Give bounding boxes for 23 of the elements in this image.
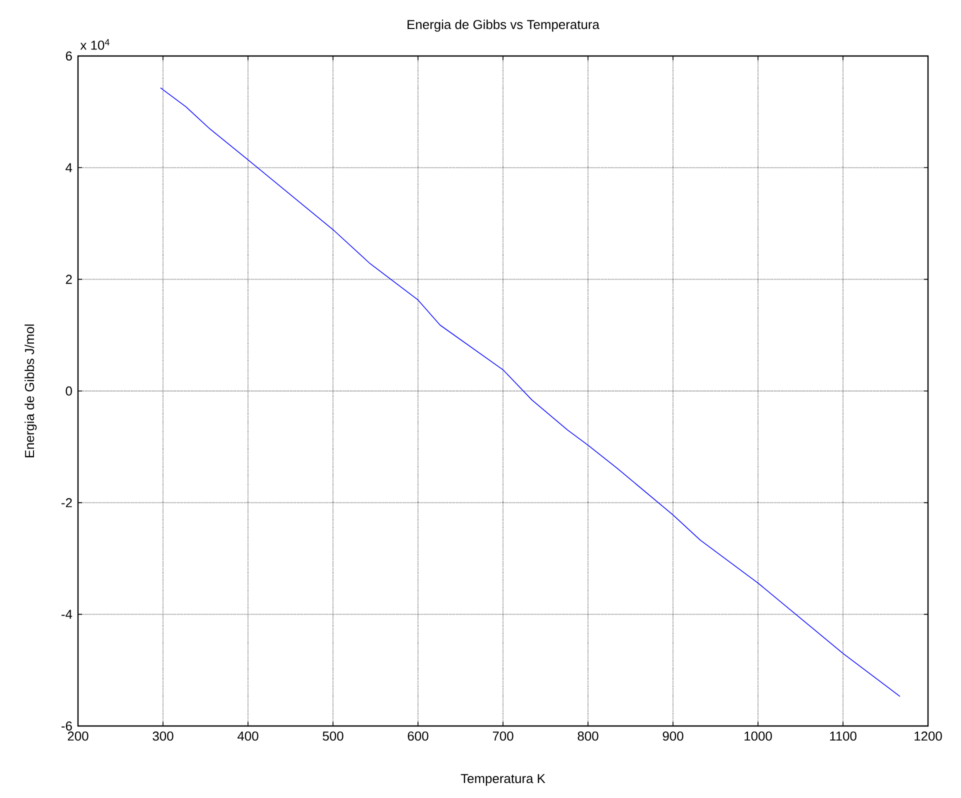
x-tick-label: 400: [237, 732, 258, 741]
y-tick-label: 6: [66, 51, 72, 61]
text: x 10$^{4}$: [80, 39, 110, 50]
x-tick-label: 800: [578, 732, 598, 741]
y-axis-title: Energia de Gibbs J/mol: [24, 324, 37, 458]
y-tick-label: 2: [66, 274, 72, 284]
x-axis-title: Temperatura K: [460, 774, 546, 786]
chart-title: Energia de Gibbs vs Temperatura: [408, 20, 600, 32]
x-tick-label: 700: [492, 732, 514, 741]
x-tick-label: 500: [322, 732, 344, 741]
y-tick-label: 4: [66, 163, 72, 172]
line-series: [160, 87, 900, 697]
x-tick-label: 1200: [914, 732, 942, 741]
x-tick-label: 1000: [744, 732, 772, 741]
x-tick-label: 200: [68, 732, 88, 741]
y-tick-label: 0: [66, 386, 72, 396]
x-tick-label: 300: [152, 732, 174, 741]
x-tick-label: 600: [408, 732, 428, 741]
y-tick-label: -4: [62, 610, 72, 619]
y-tick-label: -6: [62, 721, 72, 731]
x-tick-label: 900: [662, 732, 684, 741]
x-tick-label: 1100: [830, 732, 856, 741]
y-tick-label: -2: [62, 498, 72, 508]
